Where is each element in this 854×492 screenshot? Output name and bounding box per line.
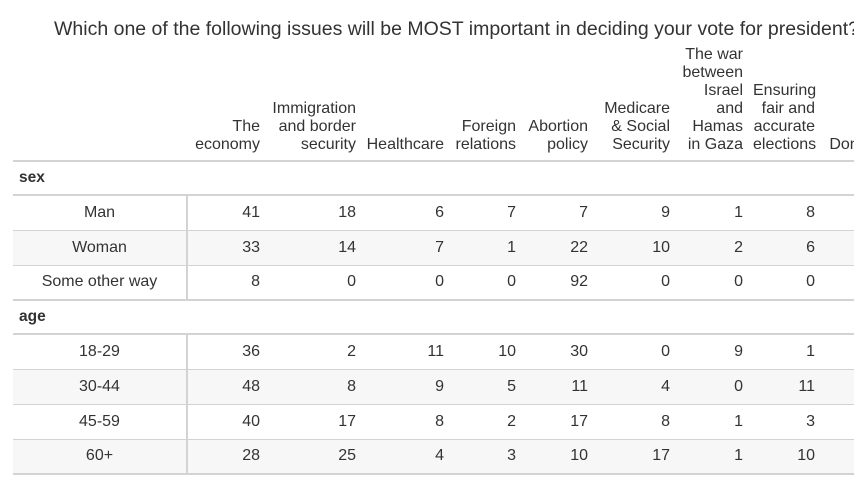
table-cell: 4 [593, 369, 675, 405]
table-cell: 7 [521, 195, 593, 231]
table-cell: 17 [593, 439, 675, 475]
table-cell: 8 [265, 369, 361, 405]
table-cell: 28 [187, 439, 265, 475]
table-cell: 6 [361, 195, 449, 231]
table-cell: 0 [675, 265, 748, 301]
table-cell: 10 [748, 439, 820, 475]
table-cell: 0 [265, 265, 361, 301]
table-cell: 1 [449, 230, 521, 266]
table-cell: 11 [748, 369, 820, 405]
table-cell: 3 [748, 404, 820, 440]
table-cell: 2 [265, 334, 361, 370]
column-header-row: The economy Immigration and border secur… [13, 46, 854, 162]
table-cell [820, 230, 854, 266]
table-row: Some other way 8 0 0 0 92 0 0 0 [13, 265, 854, 301]
table-cell: 4 [361, 439, 449, 475]
table-cell: 48 [187, 369, 265, 405]
column-header-economy: The economy [187, 46, 265, 162]
table-cell: 2 [675, 230, 748, 266]
table-row: Man 41 18 6 7 7 9 1 8 [13, 195, 854, 231]
row-group-header: age [13, 300, 854, 335]
table-cell: 7 [361, 230, 449, 266]
table-cell: 11 [361, 334, 449, 370]
table-cell [820, 404, 854, 440]
row-group-header: sex [13, 161, 854, 196]
stub-header [13, 46, 187, 162]
table-cell: 17 [265, 404, 361, 440]
table-cell: 1 [675, 195, 748, 231]
table-cell: 9 [361, 369, 449, 405]
column-header-medicare: Medicare & Social Security [593, 46, 675, 162]
table-cell: 0 [593, 265, 675, 301]
table-cell: 18 [265, 195, 361, 231]
table-cell: 0 [593, 334, 675, 370]
table-cell: 14 [265, 230, 361, 266]
table-cell: 8 [187, 265, 265, 301]
table-cell: 3 [449, 439, 521, 475]
table-cell: 41 [187, 195, 265, 231]
column-header-elections: Ensuring fair and accurate elections [748, 46, 820, 162]
crosstab-table-container[interactable]: The economy Immigration and border secur… [13, 46, 854, 475]
table-cell: 10 [449, 334, 521, 370]
row-label: Man [13, 195, 188, 231]
column-header-healthcare: Healthcare [361, 46, 449, 162]
crosstab-table: The economy Immigration and border secur… [13, 46, 854, 475]
table-cell [820, 195, 854, 231]
column-header-abortion: Abortion policy [521, 46, 593, 162]
table-cell: 8 [361, 404, 449, 440]
table-cell [820, 439, 854, 475]
table-cell: 7 [449, 195, 521, 231]
table-cell: 36 [187, 334, 265, 370]
table-cell: 8 [748, 195, 820, 231]
row-label: 60+ [13, 439, 188, 475]
table-row: Woman 33 14 7 1 22 10 2 6 [13, 230, 854, 266]
table-cell: 9 [593, 195, 675, 231]
row-group-label: sex [13, 161, 854, 196]
table-cell: 5 [449, 369, 521, 405]
row-label: Woman [13, 230, 188, 266]
table-cell: 22 [521, 230, 593, 266]
row-label: Some other way [13, 265, 188, 301]
table-cell: 11 [521, 369, 593, 405]
column-header-immigration: Immigration and border security [265, 46, 361, 162]
table-row: 45-59 40 17 8 2 17 8 1 3 [13, 404, 854, 440]
column-header-israel-hamas: The war between Israel and Hamas in Gaza [675, 46, 748, 162]
table-cell: 0 [748, 265, 820, 301]
table-cell: 30 [521, 334, 593, 370]
row-label: 18-29 [13, 334, 188, 370]
column-header-foreign-relations: Foreign relations [449, 46, 521, 162]
table-cell: 10 [521, 439, 593, 475]
table-cell [820, 334, 854, 370]
row-group-label: age [13, 300, 854, 335]
table-cell: 1 [675, 404, 748, 440]
table-cell: 1 [748, 334, 820, 370]
table-cell: 10 [593, 230, 675, 266]
table-cell [820, 265, 854, 301]
table-row: 30-44 48 8 9 5 11 4 0 11 [13, 369, 854, 405]
table-cell: 25 [265, 439, 361, 475]
table-row: 18-29 36 2 11 10 30 0 9 1 [13, 334, 854, 370]
table-cell: 0 [449, 265, 521, 301]
table-cell: 40 [187, 404, 265, 440]
table-cell: 17 [521, 404, 593, 440]
table-cell: 92 [521, 265, 593, 301]
table-cell [820, 369, 854, 405]
table-cell: 33 [187, 230, 265, 266]
table-cell: 8 [593, 404, 675, 440]
table-body: sex Man 41 18 6 7 7 9 1 8 Woman 33 14 7 1 22 10 2 6 Some ot… [13, 161, 854, 475]
table-cell: 6 [748, 230, 820, 266]
table-cell: 1 [675, 439, 748, 475]
table-title: Which one of the following issues will b… [54, 18, 854, 40]
table-cell: 0 [361, 265, 449, 301]
row-label: 45-59 [13, 404, 188, 440]
column-header-dont-know: Don't know [820, 46, 854, 162]
table-cell: 9 [675, 334, 748, 370]
table-row: 60+ 28 25 4 3 10 17 1 10 [13, 439, 854, 475]
row-label: 30-44 [13, 369, 188, 405]
table-cell: 2 [449, 404, 521, 440]
table-cell: 0 [675, 369, 748, 405]
